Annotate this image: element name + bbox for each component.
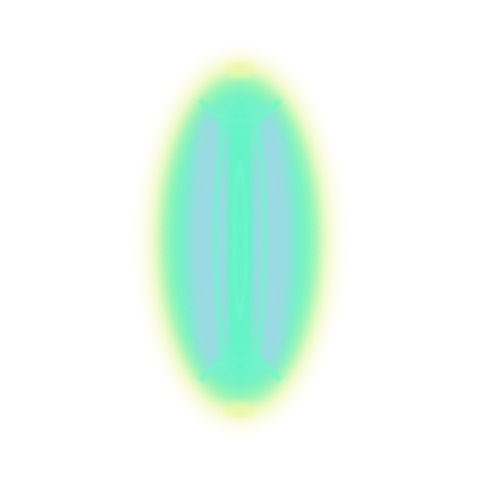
filament-lines: [198, 98, 282, 382]
filament-bottom-arc: [198, 356, 282, 382]
filament-left: [213, 109, 228, 371]
top-tip-glow: [224, 62, 256, 78]
filament-top-arc: [198, 98, 282, 124]
inner-band-right: [248, 110, 292, 370]
inner-band-left: [188, 110, 232, 370]
filament-center-lens: [232, 159, 248, 321]
bottom-tip-glow: [224, 402, 256, 418]
filament-right: [252, 109, 267, 371]
central-core: [228, 100, 252, 380]
